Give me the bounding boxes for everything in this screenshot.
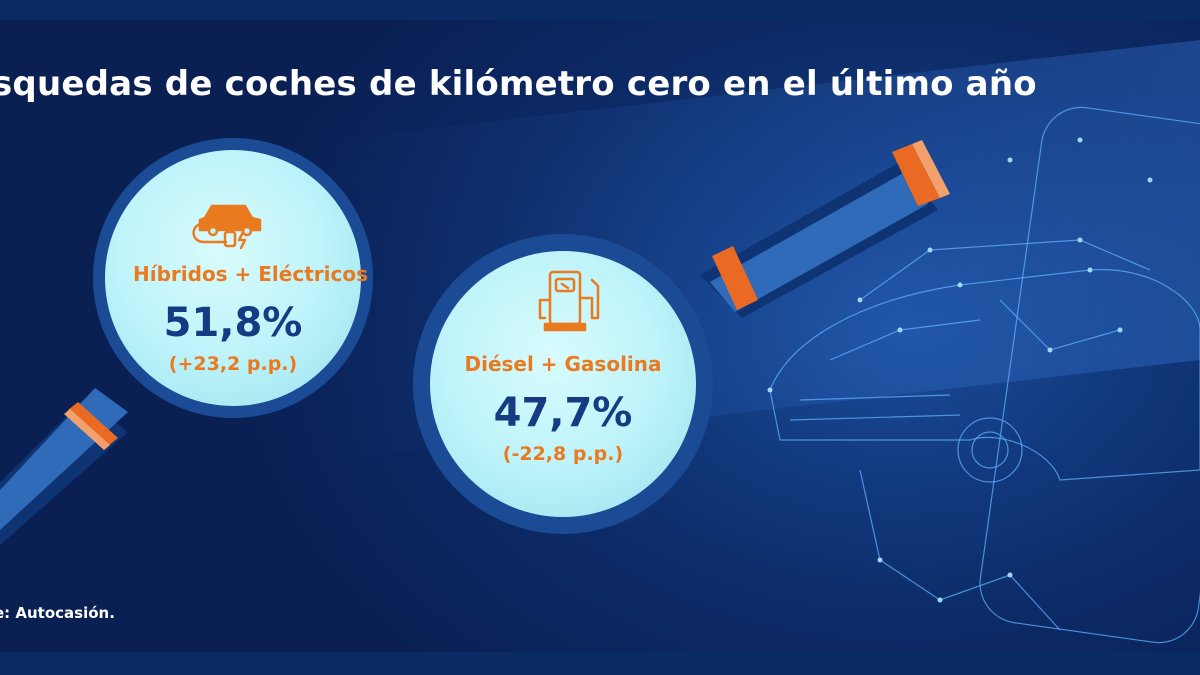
- magnifier-right-handle: [700, 140, 950, 318]
- stat-category-hybrid-electric: Híbridos + Eléctricos: [133, 262, 368, 286]
- stat-value-diesel-gasoline: 47,7%: [493, 390, 633, 436]
- stat-value-hybrid-electric: 51,8%: [163, 300, 303, 346]
- stat-change-diesel-gasoline: (-22,8 p.p.): [502, 443, 624, 465]
- stat-change-hybrid-electric: (+23,2 p.p.): [168, 353, 298, 375]
- electric-car-icon: [192, 204, 262, 250]
- source-note: e: Autocasión.: [0, 604, 115, 622]
- fuel-pump-icon: [538, 270, 600, 332]
- magnifier-left-glass: [105, 150, 361, 406]
- magnifier-left-handle: [0, 388, 128, 545]
- stat-category-diesel-gasoline: Diésel + Gasolina: [464, 352, 662, 376]
- bottom-band: [0, 652, 1200, 675]
- page-title: squedas de coches de kilómetro cero en e…: [0, 64, 1037, 104]
- top-band: [0, 0, 1200, 20]
- magnifier-right-glass: [430, 251, 696, 517]
- wireframe-nodes: [767, 137, 1153, 603]
